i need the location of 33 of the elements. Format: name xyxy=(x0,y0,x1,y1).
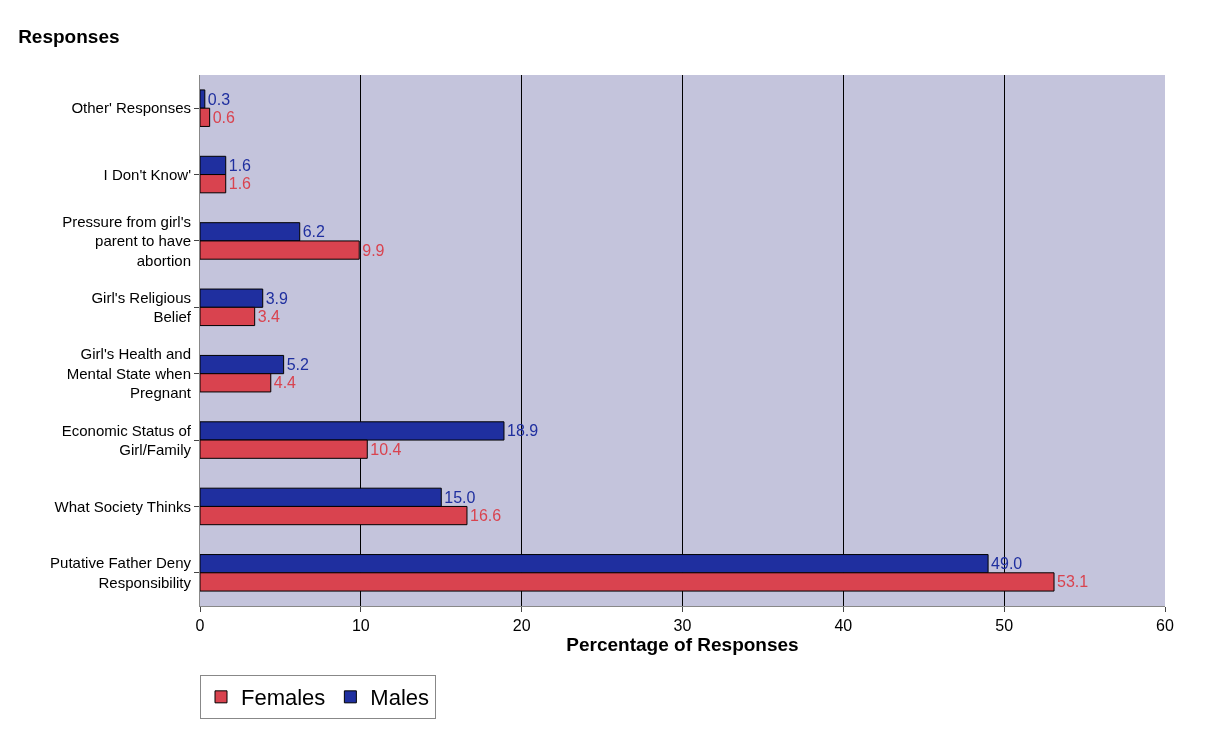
x-tick-label: 50 xyxy=(995,617,1014,635)
data-label: 3.4 xyxy=(257,307,281,325)
data-label: 4.4 xyxy=(273,374,297,392)
x-axis-title: Percentage of Responses xyxy=(566,634,799,656)
data-label: 3.9 xyxy=(265,289,289,307)
data-label: 10.4 xyxy=(370,440,402,458)
x-tick-label: 60 xyxy=(1156,617,1174,635)
data-label: 6.2 xyxy=(302,223,326,241)
y-tick-label: What Society Thinks xyxy=(54,497,191,515)
data-label: 1.6 xyxy=(228,156,252,174)
y-tick-label: I Don't Know' xyxy=(103,165,192,183)
data-label: 0.6 xyxy=(212,108,235,126)
y-tick-label: Girl's Religious Belief xyxy=(91,288,192,326)
y-tick-label: Girl's Health and Mental State when Pregnant xyxy=(66,345,192,402)
data-label: 1.6 xyxy=(228,175,252,193)
data-label: 53.1 xyxy=(1057,573,1089,591)
data-label: 16.6 xyxy=(469,507,502,525)
y-tick-label: Putative Father Deny Responsibility xyxy=(50,554,192,591)
x-tick-label: 20 xyxy=(512,617,531,635)
data-label: 9.9 xyxy=(362,241,385,259)
legend-label: Females xyxy=(241,685,326,711)
y-tick-label: Other' Responses xyxy=(71,99,191,117)
data-label: 5.2 xyxy=(286,356,309,374)
data-label: 0.3 xyxy=(207,90,231,108)
y-tick-label: Pressure from girl's parent to have abortion xyxy=(62,212,191,269)
x-tick-label: 30 xyxy=(673,617,692,635)
x-tick-label: 40 xyxy=(834,617,853,635)
x-tick-label: 0 xyxy=(195,617,205,635)
y-tick-label: Economic Status of Girl/Family xyxy=(61,421,192,459)
legend-label: Males xyxy=(370,685,430,711)
data-label: 15.0 xyxy=(444,488,476,506)
x-tick-label: 10 xyxy=(351,617,370,635)
chart-title: Responses xyxy=(18,25,120,47)
